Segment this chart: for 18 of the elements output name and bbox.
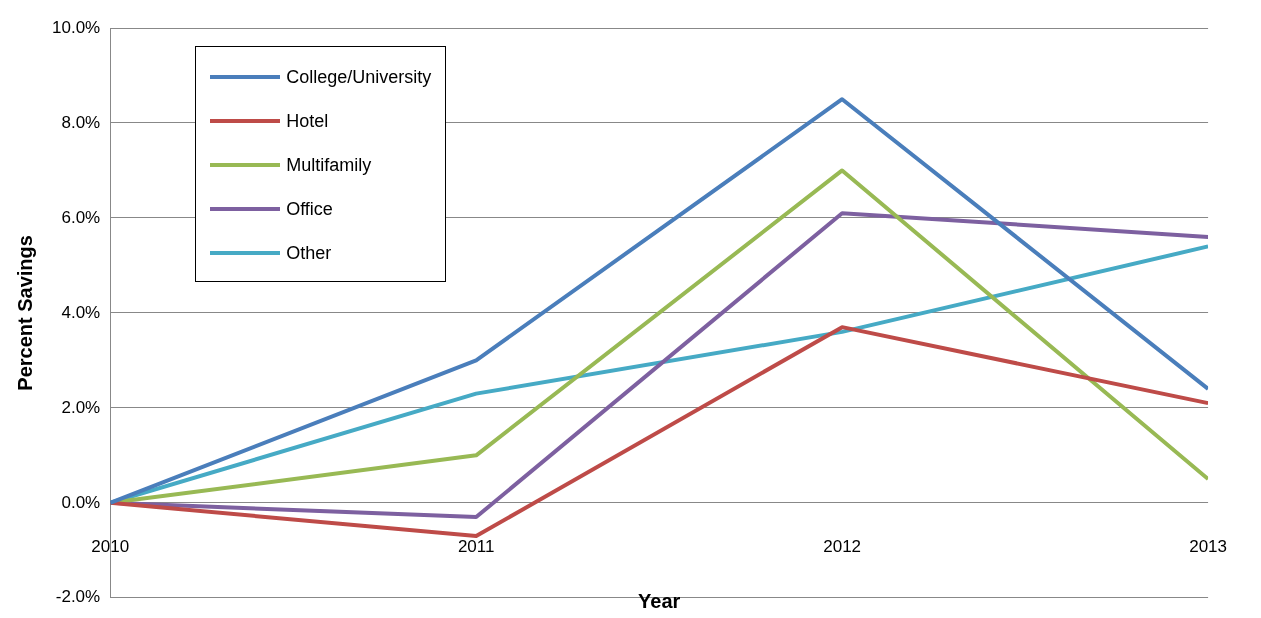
y-tick-label: 6.0% <box>61 207 101 227</box>
y-axis-title: Percent Savings <box>13 235 36 391</box>
legend-label: Multifamily <box>286 154 372 176</box>
x-tick-label: 2013 <box>1189 536 1227 556</box>
y-tick-label: 10.0% <box>52 17 101 37</box>
x-tick-label: 2011 <box>457 536 495 556</box>
y-tick-label: -2.0% <box>55 587 101 607</box>
legend-label: Other <box>286 242 332 264</box>
legend-label: College/University <box>286 66 432 88</box>
legend-label: Office <box>286 198 333 220</box>
x-axis-title: Year <box>638 589 681 612</box>
legend-label: Hotel <box>286 110 329 132</box>
y-tick-label: 4.0% <box>61 302 101 322</box>
x-tick-label: 2012 <box>823 536 862 556</box>
y-tick-label: 2.0% <box>61 397 101 417</box>
y-tick-label: 8.0% <box>61 112 101 132</box>
x-tick-label: 2010 <box>91 536 130 556</box>
y-tick-label: 0.0% <box>61 492 101 512</box>
